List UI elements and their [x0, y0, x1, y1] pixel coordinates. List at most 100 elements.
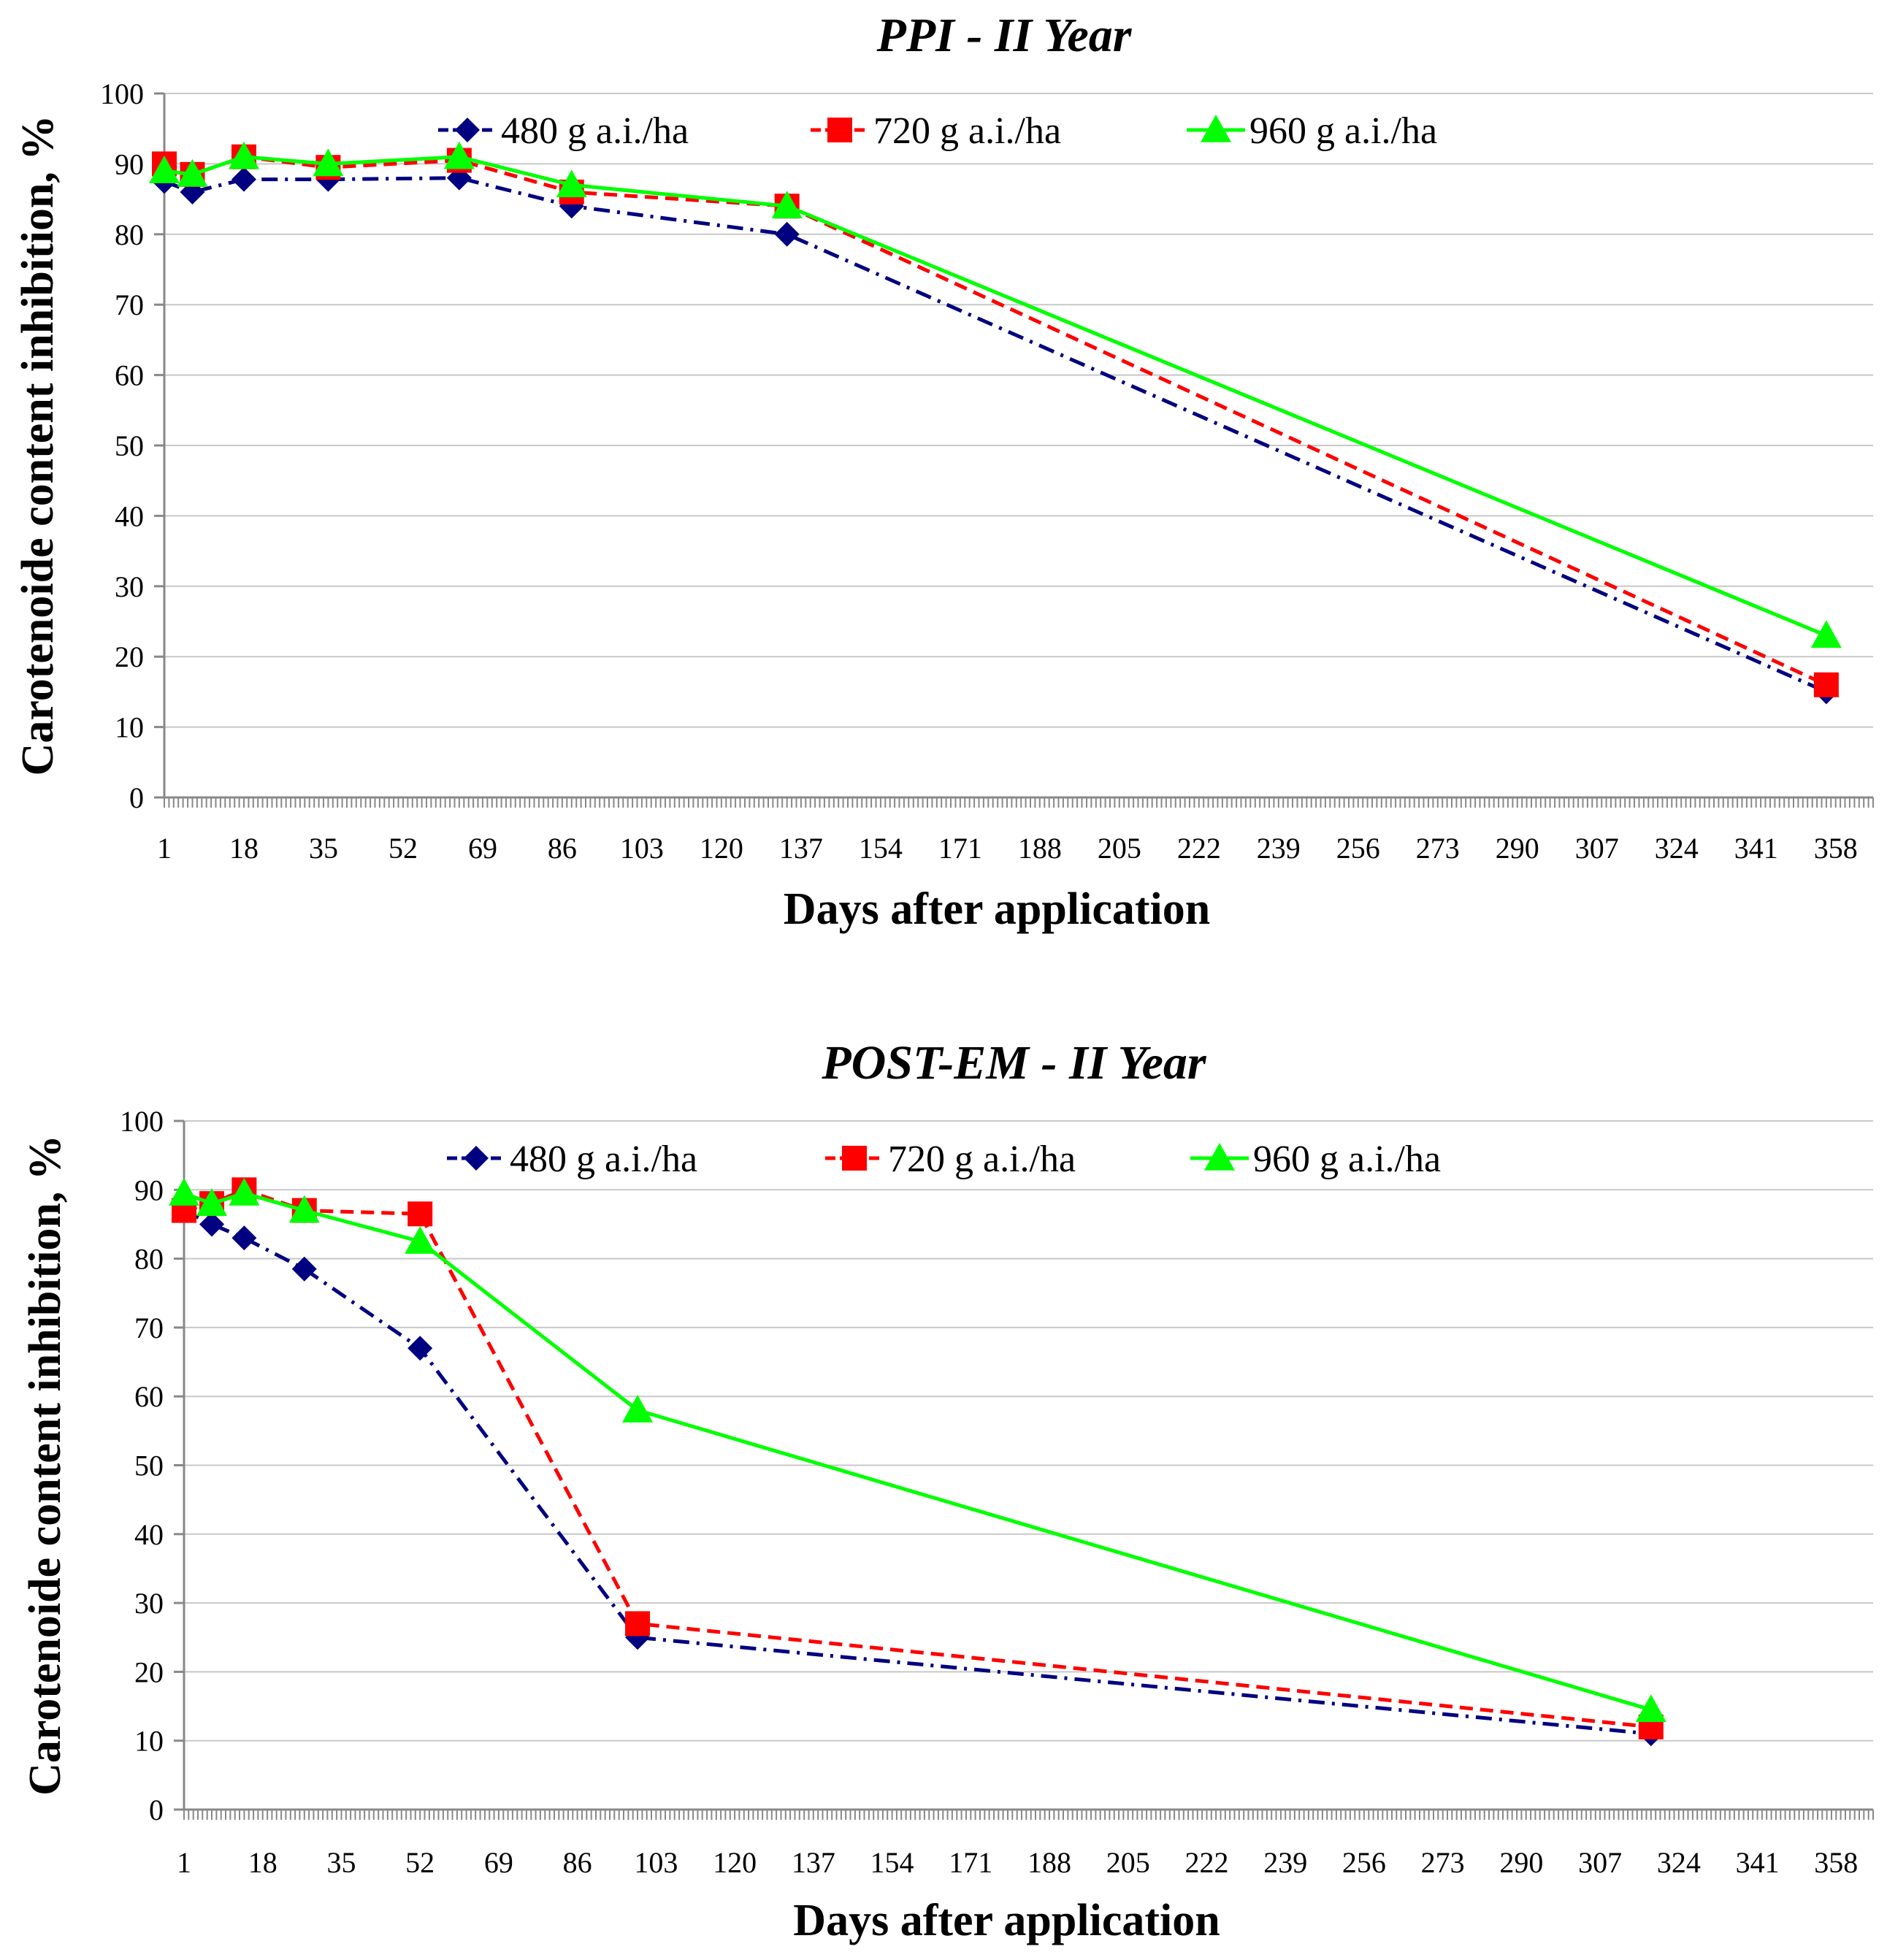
y-tick-label-50: 50 — [115, 429, 144, 462]
legend-marker-720-g-a-i-ha — [842, 1146, 867, 1171]
legend-label-480-g-a-i-ha: 480 g a.i./ha — [501, 110, 689, 152]
data-point-960-g-a-i-ha-day-1 — [149, 156, 180, 183]
x-tick-label-35: 35 — [326, 1846, 356, 1879]
data-point-960-g-a-i-ha-day-18 — [228, 141, 259, 169]
y-tick-label-20: 20 — [134, 1655, 164, 1688]
x-tick-label-307: 307 — [1578, 1846, 1622, 1879]
chart-ppi-ii-year: PPI - II Year 0 10 20 30 40 50 60 70 80 90 100 1 18 35… — [13, 9, 1874, 934]
data-point-960-g-a-i-ha-day-1 — [169, 1178, 199, 1206]
chart-title: PPI - II Year — [876, 9, 1133, 62]
x-tick-label-52: 52 — [405, 1846, 435, 1879]
x-tick-label-358: 358 — [1814, 1846, 1858, 1879]
data-point-480-g-a-i-ha-day-14 — [231, 1225, 257, 1251]
x-tick-label-256: 256 — [1342, 1846, 1386, 1879]
x-tick-label-103: 103 — [634, 1846, 678, 1879]
y-tick-label-90: 90 — [134, 1174, 164, 1206]
legend-label-960-g-a-i-ha: 960 g a.i./ha — [1253, 1138, 1441, 1180]
y-tick-label-10: 10 — [115, 711, 144, 744]
y-tick-label-20: 20 — [115, 640, 144, 673]
chart-title: POST-EM - II Year — [821, 1036, 1207, 1090]
x-tick-label-171: 171 — [938, 832, 982, 865]
data-point-960-g-a-i-ha-day-27 — [288, 1195, 320, 1223]
y-tick-label-10: 10 — [134, 1725, 164, 1758]
x-tick-label-120: 120 — [700, 832, 743, 865]
series-line-960-g-a-i-ha — [183, 1191, 1652, 1712]
x-tick-label-52: 52 — [388, 832, 418, 865]
y-tick-label-70: 70 — [134, 1312, 164, 1344]
x-tick-label-205: 205 — [1098, 832, 1141, 865]
y-tick-label-100: 100 — [120, 1105, 164, 1138]
x-tick-label-273: 273 — [1416, 832, 1460, 865]
x-tick-label-188: 188 — [1018, 832, 1062, 865]
data-point-720-g-a-i-ha-day-356 — [1813, 672, 1839, 697]
y-tick-label-80: 80 — [134, 1243, 164, 1276]
legend-label-960-g-a-i-ha: 960 g a.i./ha — [1249, 110, 1437, 152]
series-720-g-a-i-ha — [152, 144, 1839, 697]
x-tick-label-341: 341 — [1736, 1846, 1780, 1879]
x-tick-label-273: 273 — [1421, 1846, 1465, 1879]
y-tick-label-0: 0 — [149, 1794, 164, 1826]
x-tick-label-239: 239 — [1263, 1846, 1307, 1879]
legend-label-720-g-a-i-ha: 720 g a.i./ha — [873, 110, 1061, 152]
y-tick-label-50: 50 — [134, 1450, 164, 1482]
chart-post-em-ii-year: POST-EM - II Year 0 10 20 30 40 50 60 70 80 90 100 1… — [20, 1036, 1874, 1945]
series-720-g-a-i-ha — [172, 1177, 1664, 1739]
x-tick-label-137: 137 — [779, 832, 823, 865]
legend-item-480-g-a-i-ha: 480 g a.i./ha — [447, 1138, 697, 1180]
x-tick-label-86: 86 — [563, 1846, 592, 1879]
series-line-480-g-a-i-ha — [183, 1209, 1652, 1736]
y-tick-label-90: 90 — [115, 148, 144, 180]
x-tick-label-35: 35 — [309, 832, 338, 865]
data-point-480-g-a-i-ha-day-27 — [291, 1256, 317, 1282]
data-point-960-g-a-i-ha-day-99 — [622, 1395, 654, 1423]
data-point-960-g-a-i-ha-day-356 — [1810, 620, 1842, 648]
x-tick-label-154: 154 — [859, 832, 903, 865]
data-point-480-g-a-i-ha-day-18 — [231, 166, 256, 192]
series-480-g-a-i-ha — [152, 165, 1839, 705]
x-tick-label-103: 103 — [620, 832, 664, 865]
x-tick-label-69: 69 — [484, 1846, 513, 1879]
x-tick-label-239: 239 — [1257, 832, 1301, 865]
x-tick-label-171: 171 — [949, 1846, 992, 1879]
y-tick-label-30: 30 — [134, 1587, 164, 1620]
legend-item-720-g-a-i-ha: 720 g a.i./ha — [811, 110, 1061, 152]
x-axis-title: Days after application — [793, 1896, 1220, 1945]
x-axis-title: Days after application — [784, 884, 1210, 934]
legend-item-720-g-a-i-ha: 720 g a.i./ha — [825, 1138, 1076, 1180]
data-point-960-g-a-i-ha-day-52 — [405, 1226, 436, 1254]
legend-item-960-g-a-i-ha: 960 g a.i./ha — [1187, 110, 1437, 152]
x-tick-label-290: 290 — [1496, 832, 1539, 865]
y-tick-label-70: 70 — [115, 288, 144, 321]
data-point-720-g-a-i-ha-day-99 — [625, 1611, 651, 1636]
data-point-480-g-a-i-ha-day-52 — [407, 1336, 433, 1361]
x-tick-label-18: 18 — [229, 832, 259, 865]
x-tick-label-205: 205 — [1106, 1846, 1150, 1879]
x-tick-label-358: 358 — [1814, 832, 1858, 865]
y-axis-title: Carotenoide content inhibition, % — [13, 115, 63, 776]
x-tick-label-324: 324 — [1655, 832, 1699, 865]
y-tick-label-80: 80 — [115, 218, 144, 251]
x-tick-label-222: 222 — [1184, 1846, 1228, 1879]
y-axis-title: Carotenoide content inhibition, % — [20, 1135, 70, 1796]
y-tick-label-100: 100 — [100, 77, 144, 110]
legend-item-960-g-a-i-ha: 960 g a.i./ha — [1190, 1138, 1441, 1180]
x-tick-label-154: 154 — [870, 1846, 914, 1879]
x-tick-label-120: 120 — [713, 1846, 757, 1879]
x-tick-label-324: 324 — [1657, 1846, 1701, 1879]
data-point-960-g-a-i-ha-day-7 — [177, 158, 208, 187]
series-480-g-a-i-ha — [172, 1198, 1664, 1747]
y-tick-label-40: 40 — [115, 499, 144, 532]
series-line-480-g-a-i-ha — [164, 176, 1827, 694]
x-tick-label-18: 18 — [248, 1846, 278, 1879]
y-tick-label-0: 0 — [129, 781, 144, 814]
data-point-960-g-a-i-ha-day-318 — [1635, 1694, 1666, 1723]
data-point-480-g-a-i-ha-day-134 — [774, 221, 800, 247]
x-tick-label-69: 69 — [468, 832, 497, 865]
y-tick-label-30: 30 — [115, 570, 144, 603]
legend-label-480-g-a-i-ha: 480 g a.i./ha — [510, 1138, 697, 1180]
data-point-960-g-a-i-ha-day-36 — [313, 148, 344, 177]
series-960-g-a-i-ha — [169, 1178, 1666, 1723]
legend-item-480-g-a-i-ha: 480 g a.i./ha — [438, 110, 689, 152]
x-tick-label-222: 222 — [1177, 832, 1221, 865]
